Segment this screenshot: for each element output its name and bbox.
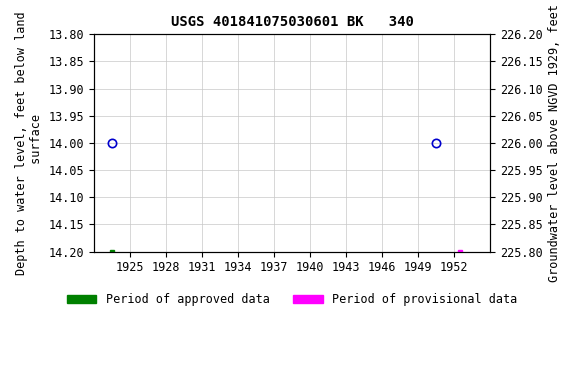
Y-axis label: Groundwater level above NGVD 1929, feet: Groundwater level above NGVD 1929, feet xyxy=(548,4,561,282)
Title: USGS 401841075030601 BK   340: USGS 401841075030601 BK 340 xyxy=(170,15,414,29)
Legend: Period of approved data, Period of provisional data: Period of approved data, Period of provi… xyxy=(62,288,522,311)
Y-axis label: Depth to water level, feet below land
 surface: Depth to water level, feet below land su… xyxy=(15,11,43,275)
